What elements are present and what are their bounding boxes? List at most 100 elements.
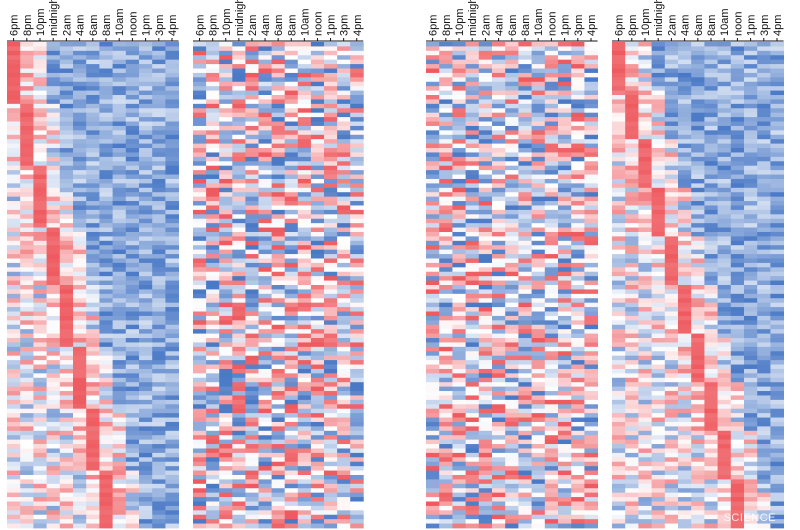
heatmap-cell bbox=[324, 470, 338, 476]
heatmap-cell bbox=[7, 315, 21, 321]
heatmap-cell bbox=[284, 90, 299, 96]
heatmap-cell bbox=[544, 497, 559, 502]
heatmap-cell bbox=[678, 59, 692, 65]
heatmap-cell bbox=[33, 134, 47, 140]
heatmap-cell bbox=[337, 209, 351, 215]
heatmap-cell bbox=[717, 161, 732, 167]
heatmap-cell bbox=[86, 152, 100, 158]
heatmap-cell bbox=[612, 121, 626, 127]
heatmap-cell bbox=[46, 466, 61, 471]
heatmap-cell bbox=[452, 50, 466, 56]
heatmap-cell bbox=[337, 351, 351, 357]
heatmap-cell bbox=[337, 373, 351, 379]
heatmap-cell bbox=[505, 249, 519, 255]
heatmap-cell bbox=[770, 139, 784, 145]
heatmap-cell bbox=[505, 395, 519, 401]
heatmap-cell bbox=[584, 214, 598, 220]
heatmap-cell bbox=[350, 42, 364, 47]
heatmap-cell bbox=[324, 178, 338, 184]
heatmap-cell bbox=[492, 395, 506, 401]
heatmap-cell bbox=[297, 227, 312, 233]
heatmap-cell bbox=[678, 121, 692, 127]
heatmap-cell bbox=[112, 285, 127, 290]
heatmap-cell bbox=[7, 413, 21, 418]
heatmap-cell bbox=[258, 368, 272, 374]
heatmap-cell bbox=[492, 267, 506, 273]
heatmap-cell bbox=[704, 95, 718, 100]
heatmap-cell bbox=[544, 382, 559, 388]
heatmap-cell bbox=[584, 178, 598, 184]
heatmap-cell bbox=[258, 417, 272, 423]
heatmap-cell bbox=[518, 139, 532, 145]
heatmap-cell bbox=[20, 161, 34, 167]
heatmap-cell bbox=[625, 68, 639, 74]
heatmap-cell bbox=[531, 338, 546, 343]
heatmap-cell bbox=[664, 121, 679, 127]
heatmap-cell bbox=[337, 483, 351, 489]
heatmap-cell bbox=[139, 280, 153, 286]
heatmap-cell bbox=[7, 439, 21, 445]
heatmap-cell bbox=[165, 183, 179, 189]
heatmap-cell bbox=[20, 55, 34, 61]
heatmap-cell bbox=[86, 311, 100, 317]
heatmap-cell bbox=[310, 333, 325, 339]
heatmap-cell bbox=[232, 117, 246, 122]
heatmap-cell bbox=[465, 112, 480, 118]
heatmap-cell bbox=[193, 293, 207, 299]
heatmap-cell bbox=[505, 125, 519, 131]
heatmap-cell bbox=[152, 333, 166, 339]
heatmap-cell bbox=[544, 209, 559, 215]
heatmap-cell bbox=[478, 183, 493, 189]
heatmap-cell bbox=[271, 399, 286, 405]
heatmap-cell bbox=[86, 245, 100, 251]
heatmap-cell bbox=[297, 452, 312, 458]
heatmap-cell bbox=[350, 170, 364, 175]
heatmap-cell bbox=[678, 214, 692, 220]
heatmap-cell bbox=[206, 178, 220, 184]
heatmap-cell bbox=[544, 404, 559, 410]
heatmap-cell bbox=[717, 50, 732, 56]
heatmap-cell bbox=[584, 377, 598, 383]
heatmap-cell bbox=[59, 227, 74, 233]
heatmap-cell bbox=[193, 395, 207, 401]
heatmap-cell bbox=[139, 183, 153, 189]
heatmap-cell bbox=[20, 302, 34, 308]
heatmap-cell bbox=[112, 307, 127, 312]
heatmap-cell bbox=[99, 488, 113, 494]
heatmap-cell bbox=[492, 426, 506, 432]
heatmap-cell bbox=[86, 223, 100, 228]
heatmap-cell bbox=[439, 413, 453, 418]
heatmap-cell bbox=[139, 231, 153, 237]
heatmap-cell bbox=[271, 413, 286, 418]
heatmap-cell bbox=[350, 342, 364, 348]
heatmap-cell bbox=[139, 497, 153, 502]
heatmap-cell bbox=[730, 50, 745, 56]
heatmap-cell bbox=[297, 391, 312, 396]
heatmap-cell bbox=[612, 99, 626, 105]
heatmap-cell bbox=[518, 324, 532, 330]
heatmap-cell bbox=[492, 86, 506, 91]
heatmap-cell bbox=[33, 46, 47, 52]
heatmap-cell bbox=[651, 227, 666, 233]
heatmap-cell bbox=[544, 408, 559, 414]
heatmap-cell bbox=[232, 461, 246, 467]
heatmap-cell bbox=[59, 346, 74, 352]
heatmap-cell bbox=[46, 178, 61, 184]
heatmap-cell bbox=[7, 444, 21, 449]
heatmap-cell bbox=[112, 99, 127, 105]
heatmap-cell bbox=[297, 201, 312, 206]
heatmap-cell bbox=[310, 249, 325, 255]
heatmap-cell bbox=[46, 461, 61, 467]
heatmap-cell bbox=[99, 183, 113, 189]
heatmap-cell bbox=[439, 444, 453, 449]
heatmap-cell bbox=[452, 466, 466, 471]
heatmap-cell bbox=[284, 139, 299, 145]
heatmap-cell bbox=[112, 196, 127, 202]
heatmap-cell bbox=[584, 64, 598, 69]
heatmap-cell bbox=[245, 430, 259, 436]
heatmap-cell bbox=[691, 249, 705, 255]
heatmap-cell bbox=[258, 364, 272, 370]
heatmap-cell bbox=[20, 391, 34, 396]
heatmap-cell bbox=[125, 413, 140, 418]
heatmap-cell bbox=[46, 421, 61, 427]
